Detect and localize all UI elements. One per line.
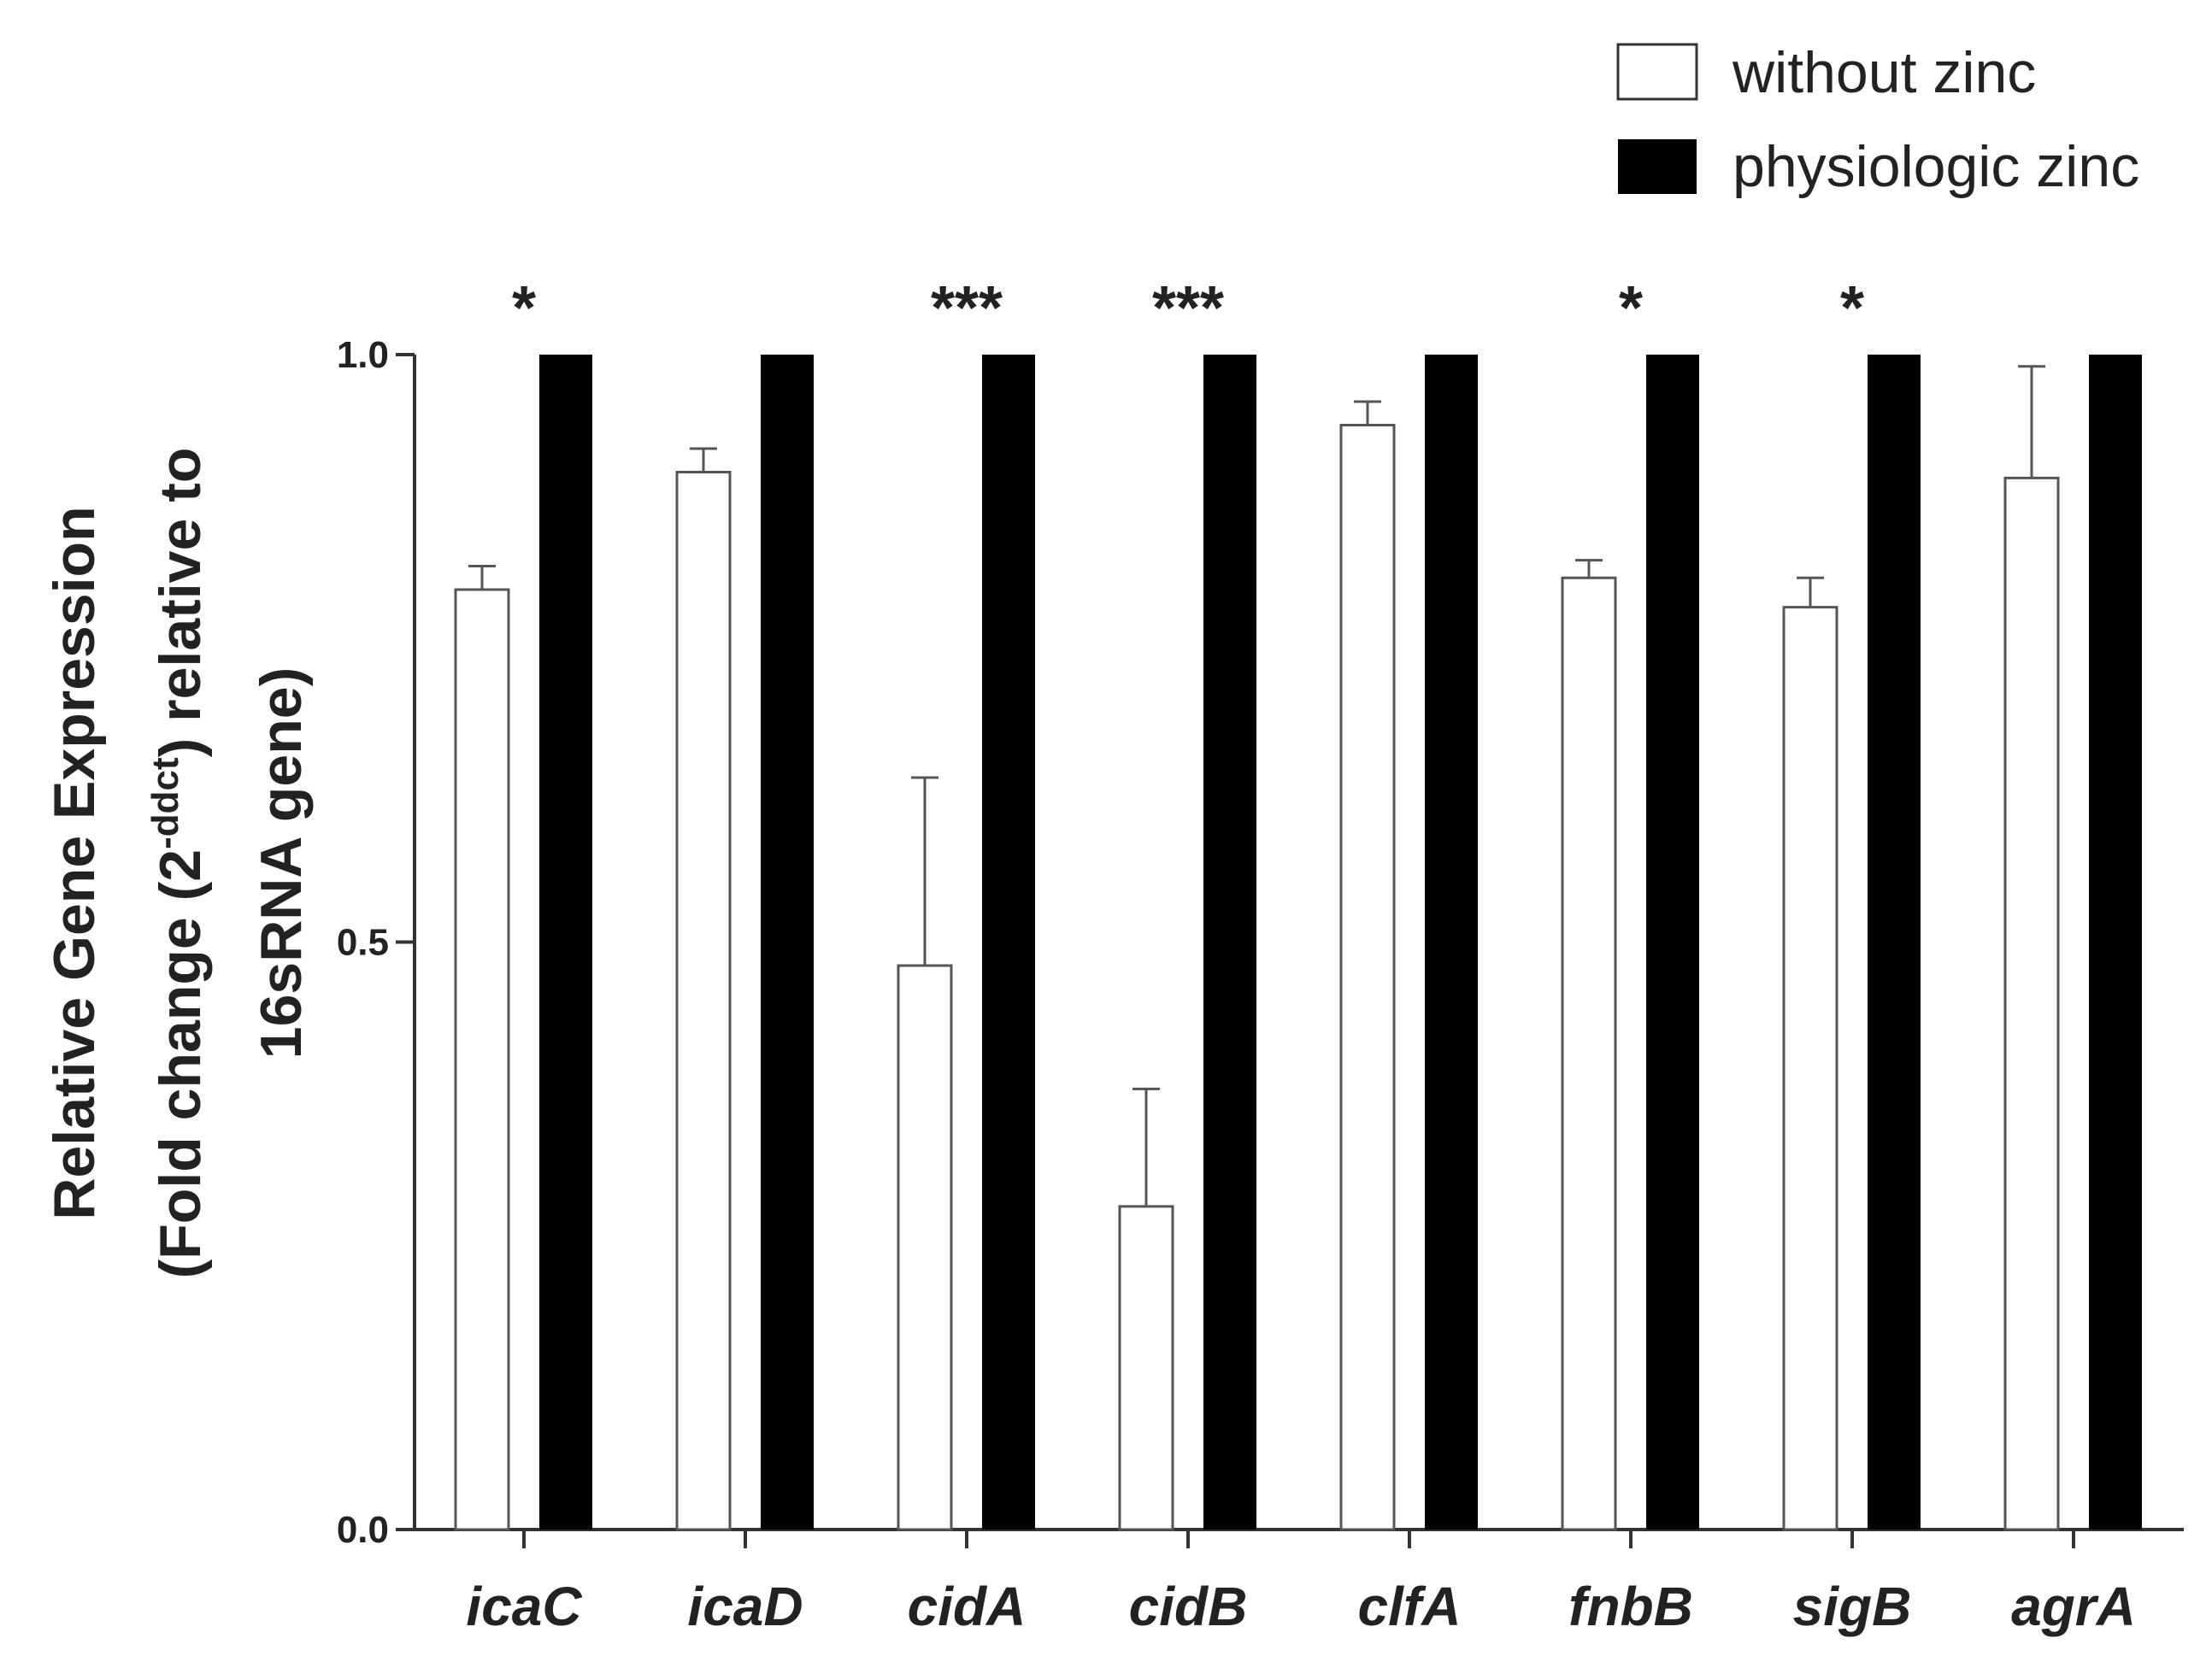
legend: without zinc physiologic zinc bbox=[1616, 40, 2139, 199]
x-axis-ticks: icaC icaD cidA cidB clfA fnbB sigB agrA bbox=[466, 1530, 2136, 1637]
significance-cidA: *** bbox=[931, 274, 1003, 343]
y-axis-ticks: 0.0 0.5 1.0 bbox=[337, 334, 415, 1551]
bar-physiologic-zinc-clfA bbox=[1425, 355, 1478, 1530]
significance-markers: * *** *** * * bbox=[512, 274, 1864, 343]
x-tick-label-fnbB: fnbB bbox=[1568, 1576, 1693, 1637]
y-axis-title: Relative Gene Expression (Fold change (2… bbox=[42, 448, 314, 1279]
y-tick-label: 1.0 bbox=[337, 334, 389, 376]
bar-physiologic-zinc-fnbB bbox=[1646, 355, 1699, 1530]
y-axis-title-line2: (Fold change (2-ddct) relative to bbox=[144, 448, 213, 1279]
legend-swatch-physiologic-zinc bbox=[1618, 139, 1697, 194]
y-axis-title-line3: 16sRNA gene) bbox=[249, 667, 314, 1060]
significance-sigB: * bbox=[1840, 274, 1864, 343]
bar-without-zinc-cidA bbox=[897, 964, 953, 1531]
bar-without-zinc-fnbB bbox=[1561, 576, 1617, 1531]
significance-cidB: *** bbox=[1152, 274, 1224, 343]
y-tick-label: 0.5 bbox=[337, 922, 389, 964]
bar-without-zinc-cidB bbox=[1118, 1205, 1174, 1531]
significance-fnbB: * bbox=[1619, 274, 1643, 343]
bar-physiologic-zinc-cidB bbox=[1203, 355, 1256, 1530]
y-axis-title-line2-start: (Fold change (2 bbox=[148, 849, 213, 1278]
x-tick-label-cidB: cidB bbox=[1129, 1576, 1248, 1637]
bar-physiologic-zinc-icaC bbox=[539, 355, 592, 1530]
y-axis-title-superscript: -ddct bbox=[144, 757, 186, 849]
bar-physiologic-zinc-cidA bbox=[982, 355, 1035, 1530]
bar-without-zinc-icaC bbox=[454, 588, 510, 1531]
y-axis-title-line1: Relative Gene Expression bbox=[42, 506, 107, 1219]
legend-label-physiologic-zinc: physiologic zinc bbox=[1733, 134, 2139, 199]
bar-without-zinc-icaD bbox=[675, 471, 732, 1531]
legend-label-without-zinc: without zinc bbox=[1732, 40, 2036, 105]
bar-physiologic-zinc-agrA bbox=[2089, 355, 2142, 1530]
bar-without-zinc-sigB bbox=[1782, 606, 1838, 1531]
x-tick-label-cidA: cidA bbox=[908, 1576, 1027, 1637]
x-tick-label-sigB: sigB bbox=[1793, 1576, 1912, 1637]
bar-physiologic-zinc-icaD bbox=[761, 355, 814, 1530]
significance-icaC: * bbox=[512, 274, 536, 343]
bar-without-zinc-agrA bbox=[2003, 476, 2060, 1531]
x-tick-label-icaD: icaD bbox=[687, 1576, 803, 1637]
x-tick-label-agrA: agrA bbox=[2011, 1576, 2136, 1637]
bar-physiologic-zinc-sigB bbox=[1868, 355, 1921, 1530]
x-tick-label-clfA: clfA bbox=[1358, 1576, 1462, 1637]
bars bbox=[454, 355, 2142, 1531]
y-tick-label: 0.0 bbox=[337, 1509, 389, 1551]
y-axis-title-line2-end: ) relative to bbox=[148, 448, 213, 758]
bar-without-zinc-clfA bbox=[1339, 424, 1396, 1531]
x-tick-label-icaC: icaC bbox=[466, 1576, 582, 1637]
legend-swatch-without-zinc bbox=[1616, 43, 1698, 101]
